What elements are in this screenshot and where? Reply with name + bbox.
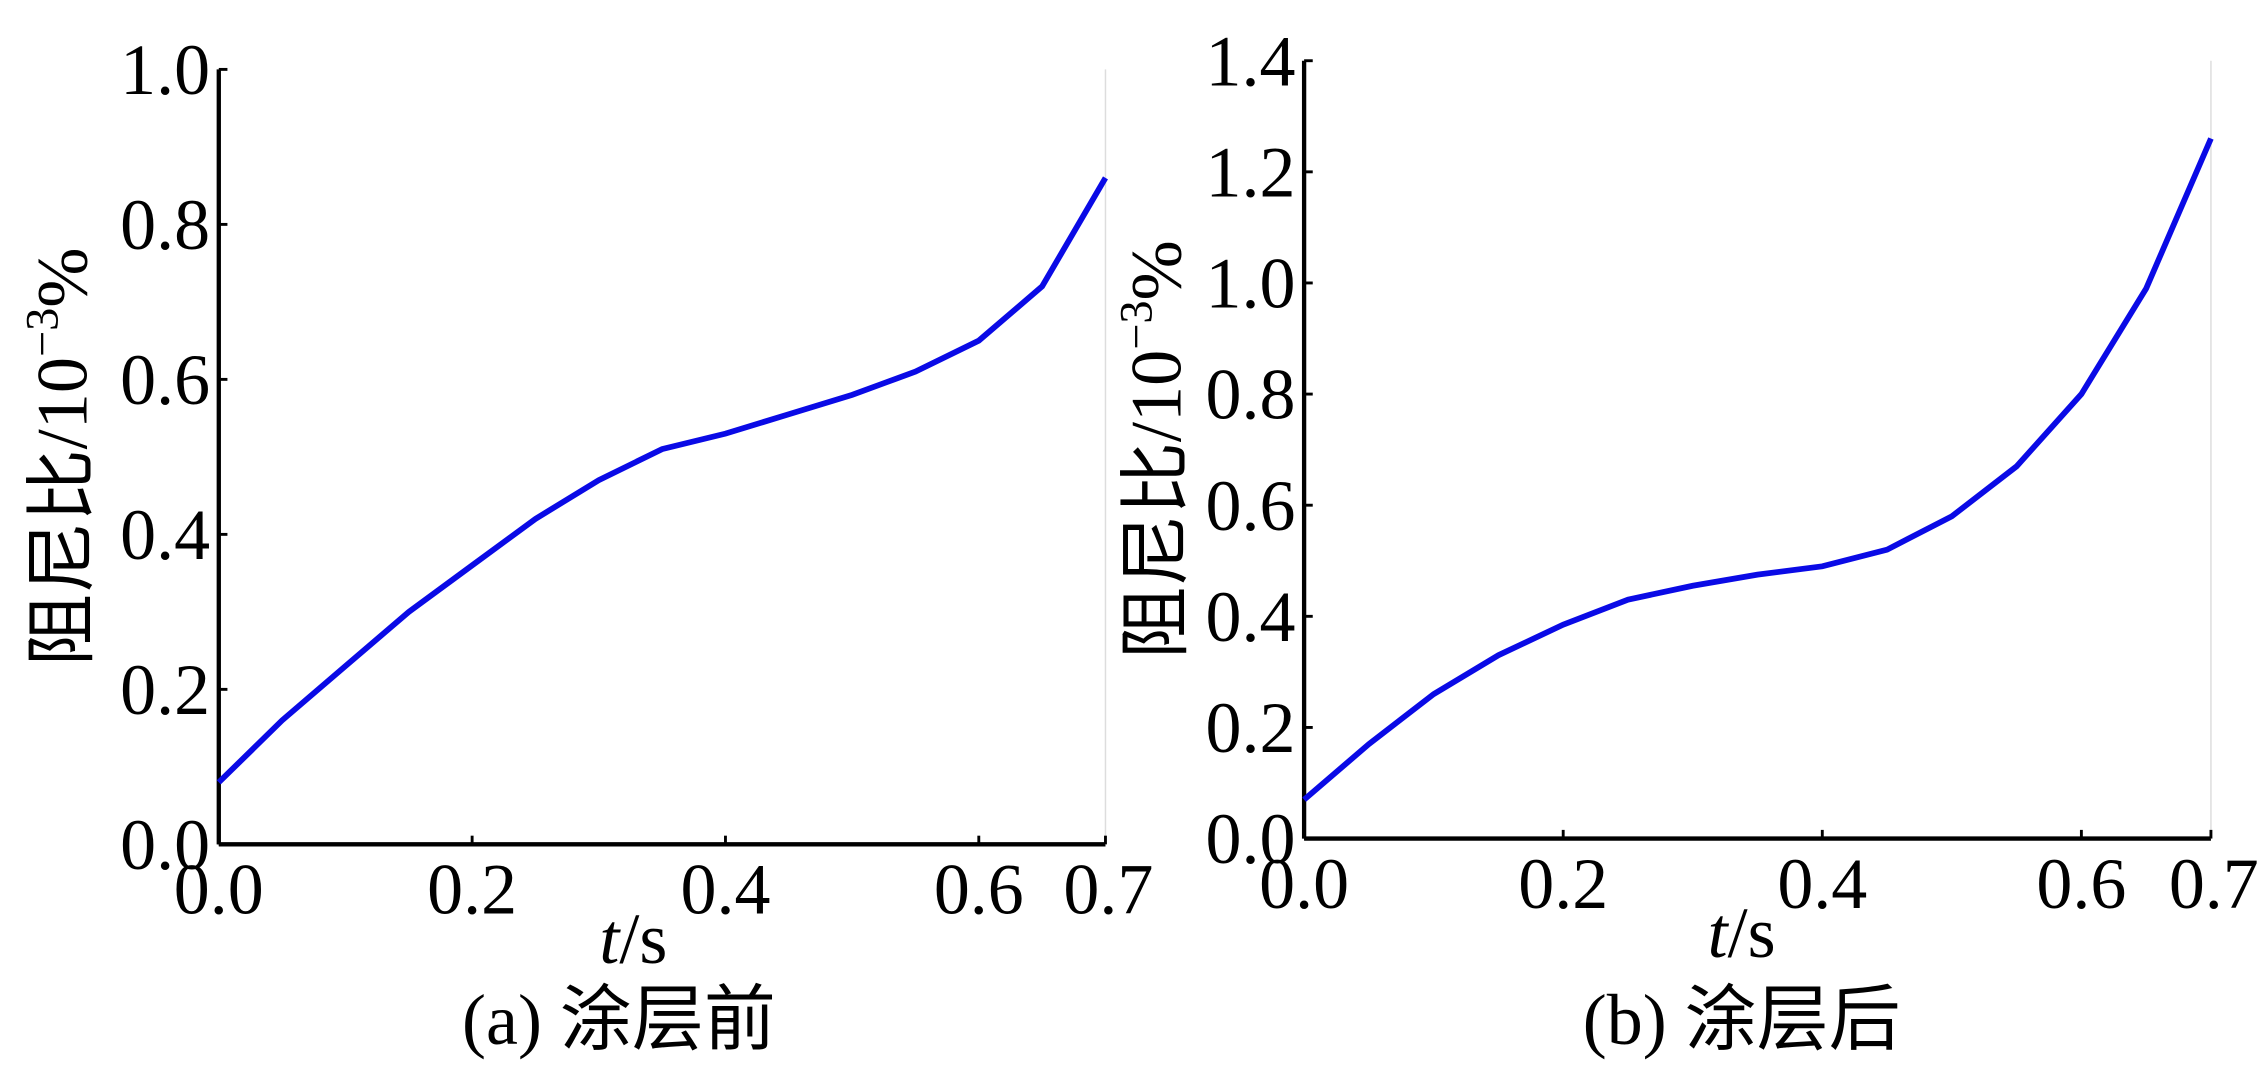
y-label-exp: −3 (17, 308, 68, 357)
y-tick-label: 0.6 (120, 340, 210, 420)
caption: (a) 涂层前 (462, 980, 776, 1060)
chart-panel: 0.0 0.2 0.4 0.6 0.8 1.0 0.0 0.2 0.4 0.6 0.7 t/s 阻尼比/… (17, 30, 1154, 1060)
caption: (b) 涂层后 (1583, 980, 1901, 1060)
y-label-exp: −3 (1111, 301, 1162, 350)
x-axis-label: t/s (1708, 893, 1776, 973)
y-label-unit: % (1116, 240, 1196, 300)
x-tick-label: 0.4 (1777, 844, 1867, 924)
x-axis-label: t/s (599, 899, 667, 979)
y-tick-label: 0.2 (1206, 688, 1296, 768)
y-label-unit: % (23, 248, 103, 308)
x-label-unit: /s (619, 899, 667, 979)
x-tick-label: 0.0 (174, 850, 264, 930)
data-line (1302, 137, 2214, 802)
y-tick-label: 1.0 (1206, 243, 1296, 323)
y-tick-label: 0.4 (1206, 577, 1296, 657)
x-tick-label: 0.2 (1518, 844, 1608, 924)
y-label-main: 阻尼比/10 (23, 357, 103, 666)
y-tick-label: 1.0 (120, 30, 210, 110)
y-tick-label: 0.0 (120, 805, 210, 885)
y-axis-label: 阻尼比/10−3% (17, 248, 103, 667)
x-tick-label: 0.7 (2169, 844, 2257, 924)
y-tick-label: 0.0 (1206, 799, 1296, 879)
x-tick-label: 0.2 (427, 850, 517, 930)
x-tick-label: 0.6 (2036, 844, 2126, 924)
y-label-main: 阻尼比/10 (1116, 350, 1196, 659)
x-tick-label: 0.7 (1063, 850, 1153, 930)
chart-panel: 0.0 0.2 0.4 0.6 0.8 1.0 1.2 1.4 0.0 0.2 0.4 0.6 0.7 t… (1111, 21, 2257, 1060)
y-tick-label: 1.4 (1206, 21, 1296, 101)
x-label-var: t (1708, 893, 1730, 973)
y-tick-label: 0.8 (1206, 355, 1296, 435)
y-tick-label: 0.8 (120, 185, 210, 265)
y-tick-label: 0.2 (120, 650, 210, 730)
y-tick-label: 0.6 (1206, 466, 1296, 546)
y-tick-label: 1.2 (1206, 132, 1296, 212)
y-axis-label: 阻尼比/10−3% (1111, 240, 1197, 659)
y-tick-label: 0.4 (120, 495, 210, 575)
x-tick-label: 0.6 (934, 850, 1024, 930)
x-label-var: t (599, 899, 621, 979)
data-line (216, 176, 1108, 785)
x-label-unit: /s (1728, 893, 1776, 973)
x-tick-label: 0.0 (1259, 844, 1349, 924)
x-tick-label: 0.4 (680, 850, 770, 930)
